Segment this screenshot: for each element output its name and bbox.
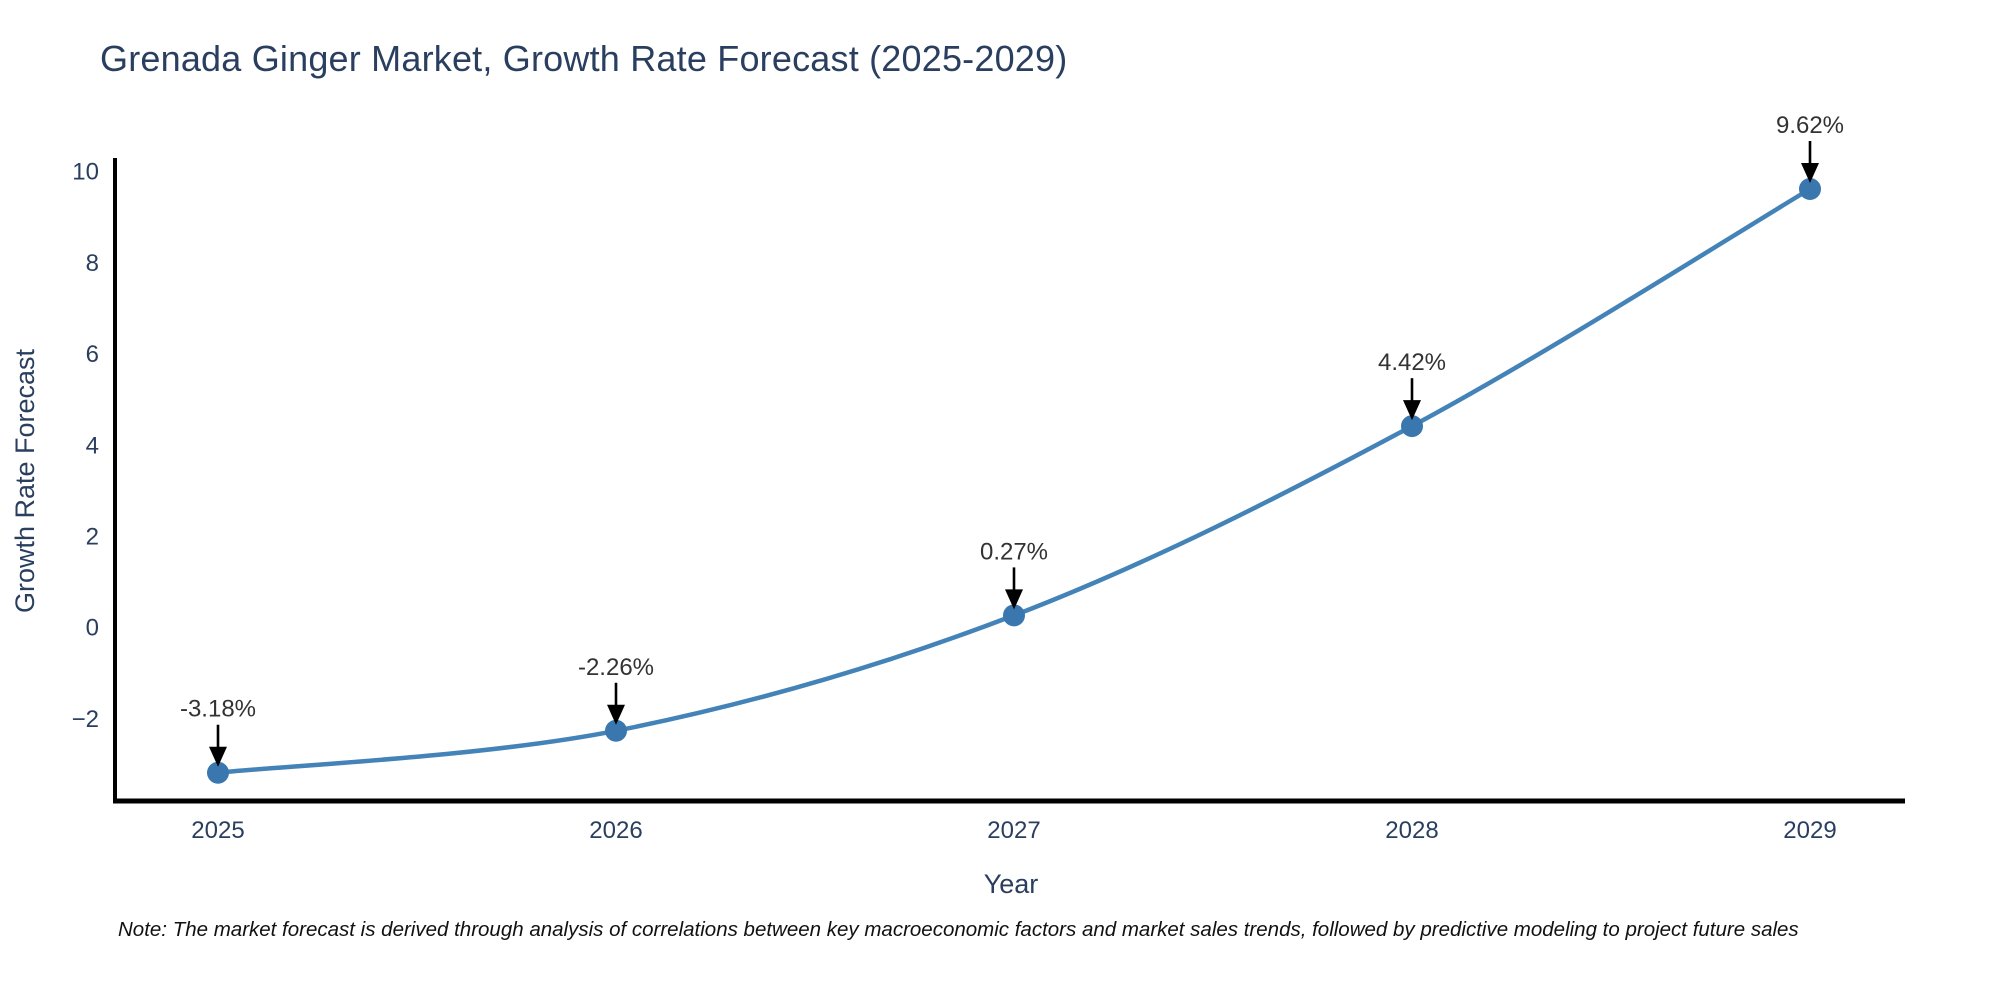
- annotation-arrowhead: [1801, 163, 1819, 184]
- x-tick-label: 2029: [1783, 817, 1836, 844]
- x-axis-title: Year: [984, 869, 1039, 899]
- data-point-marker-2025: [207, 761, 229, 784]
- annotation-arrowhead: [1005, 589, 1023, 610]
- y-tick-label: 8: [86, 250, 99, 277]
- data-point-marker-2029: [1799, 178, 1821, 201]
- chart-title: Grenada Ginger Market, Growth Rate Forec…: [100, 38, 1068, 79]
- annotation-label: 9.62%: [1776, 112, 1844, 139]
- annotation-label: 0.27%: [980, 538, 1048, 565]
- y-tick-label: 4: [86, 432, 99, 459]
- x-tick-label: 2028: [1385, 817, 1438, 844]
- data-point-marker-2028: [1401, 415, 1423, 438]
- y-tick-label: 0: [86, 615, 99, 642]
- x-tick-label: 2025: [191, 817, 244, 844]
- footnote: Note: The market forecast is derived thr…: [118, 918, 1799, 941]
- y-tick-label: −2: [72, 706, 99, 733]
- annotation-arrowhead: [607, 704, 625, 725]
- growth-rate-line-chart: −2 0 2 4 6 8 10 2025 2026 2027 2028 2029 Year Growth …: [10, 112, 1905, 899]
- x-tick-label: 2027: [987, 817, 1040, 844]
- y-tick-label: 2: [86, 524, 99, 551]
- annotation-label: -3.18%: [180, 696, 256, 723]
- data-point-marker-2026: [605, 719, 627, 742]
- annotation-label: 4.42%: [1378, 349, 1446, 376]
- y-axis-title: Growth Rate Forecast: [10, 348, 40, 613]
- forecast-line: [215, 186, 1813, 775]
- data-point-marker-2027: [1003, 604, 1025, 627]
- y-tick-label: 6: [86, 341, 99, 368]
- annotation-label: -2.26%: [578, 654, 654, 681]
- annotation-arrowhead: [1403, 400, 1421, 421]
- x-tick-label: 2026: [589, 817, 642, 844]
- annotation-arrowhead: [209, 746, 227, 767]
- y-tick-label: 10: [72, 159, 99, 186]
